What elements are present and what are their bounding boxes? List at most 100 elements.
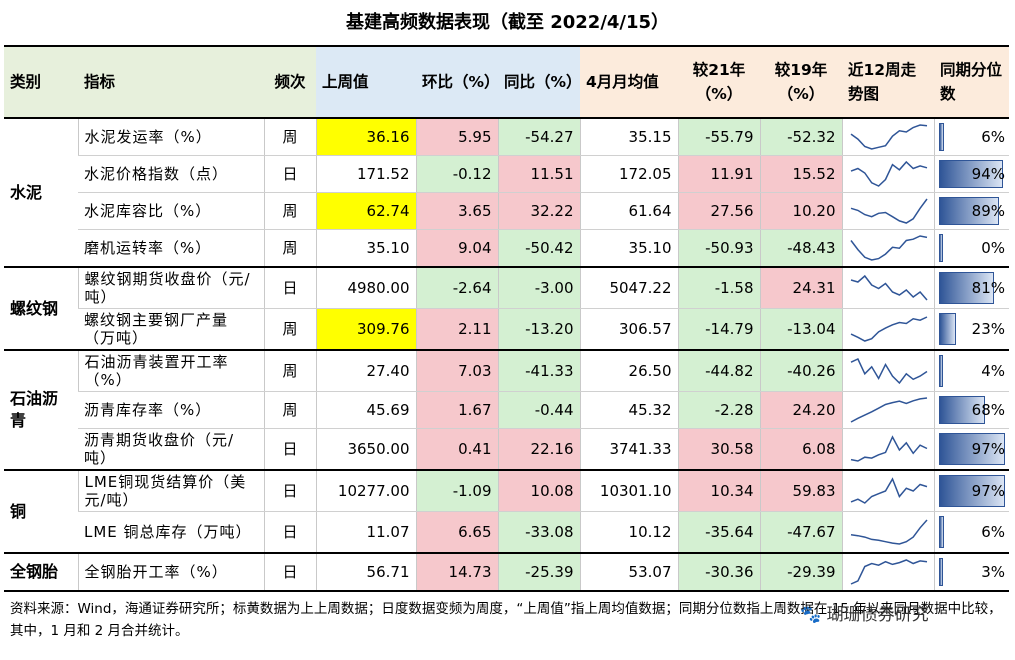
indicator-name: 螺纹钢期货收盘价（元/吨） — [77, 266, 264, 309]
frequency-cell: 周 — [263, 229, 316, 268]
vs19-value: 24.31 — [759, 266, 842, 309]
header-row: 类别 指标 频次 上周值 环比（%） 同比（%） 4月月均值 较21年（%） 较… — [4, 46, 1009, 118]
vs21-value: -30.36 — [677, 552, 760, 592]
percentile-bar — [938, 558, 943, 586]
indicator-name: LME 铜总库存（万吨） — [78, 511, 264, 554]
april-avg-value: 61.64 — [579, 192, 678, 230]
last-week-value: 27.40 — [315, 349, 416, 392]
wow-value: -1.09 — [415, 469, 498, 512]
percentile-bar — [938, 234, 943, 262]
table-row: 水泥 水泥发运率（%）周 36.16 5.95 -54.27 35.15 -55.79 -52… — [4, 117, 1009, 268]
vs21-value: -14.79 — [677, 308, 760, 351]
category-label: 石油沥青 — [4, 349, 78, 471]
header-wow: 环比（%） — [416, 46, 498, 118]
trend-sparkline — [850, 316, 927, 342]
indicator-name: 水泥库容比（%） — [78, 192, 264, 230]
wow-value: 14.73 — [415, 552, 498, 592]
yoy-value: 22.16 — [497, 428, 580, 471]
percentile-bar — [938, 123, 945, 151]
yoy-value: 10.08 — [497, 469, 580, 512]
trend-sparkline — [850, 198, 928, 224]
last-week-value: 45.69 — [315, 391, 416, 429]
table-row: 沥青期货收盘价（元/吨）日 3650.00 0.41 22.16 3741.33 30.5… — [4, 428, 1009, 471]
yoy-value: 32.22 — [497, 192, 580, 230]
april-avg-value: 5047.22 — [579, 266, 678, 309]
wow-value: 0.41 — [415, 428, 498, 471]
percentile-value: 94% — [971, 165, 1005, 183]
last-week-value: 4980.00 — [315, 266, 416, 309]
trend-sparkline — [850, 519, 928, 545]
trend-line — [850, 397, 927, 423]
wow-value: 6.65 — [415, 511, 498, 554]
yoy-value: 11.51 — [497, 155, 580, 193]
april-avg-value: 35.10 — [579, 229, 678, 268]
percentile-cell: 23% — [933, 308, 1009, 351]
vs19-value: -29.39 — [759, 552, 842, 592]
trend-line — [850, 559, 927, 585]
wow-value: 1.67 — [415, 391, 498, 429]
trend-line — [850, 316, 927, 342]
header-category: 类别 — [4, 46, 78, 118]
percentile-cell: 97% — [933, 469, 1009, 512]
frequency-cell: 日 — [263, 428, 316, 471]
trend-sparkline — [850, 274, 928, 301]
percentile-value: 81% — [971, 279, 1005, 297]
table-row: 水泥价格指数（点）日 171.52 -0.12 11.51 172.05 11.91 15.… — [4, 155, 1009, 193]
vs21-value: -2.28 — [677, 391, 760, 429]
indicator-name: 水泥价格指数（点） — [78, 155, 264, 193]
vs21-value: 27.56 — [677, 192, 760, 230]
trend-sparkline — [849, 235, 927, 261]
yoy-value: -41.33 — [497, 349, 580, 392]
percentile-value: 97% — [971, 440, 1005, 458]
table-row: 磨机运转率（%）周 35.10 9.04 -50.42 35.10 -50.93 -48.4… — [4, 229, 1009, 268]
header-indicator: 指标 — [78, 46, 264, 118]
percentile-value: 6% — [981, 128, 1005, 146]
watermark: 🐾 瑚珊债券研究 — [800, 605, 929, 625]
last-week-value: 11.07 — [315, 511, 416, 554]
percentile-value: 0% — [981, 239, 1005, 257]
april-avg-value: 10301.10 — [579, 469, 678, 512]
indicator-name: 沥青库存率（%） — [78, 391, 264, 429]
percentile-bar — [938, 160, 1003, 188]
percentile-value: 23% — [971, 320, 1005, 338]
last-week-value: 62.74 — [315, 192, 416, 230]
percentile-value: 89% — [971, 202, 1005, 220]
vs21-value: -35.64 — [677, 511, 760, 554]
trend-sparkline — [850, 124, 927, 150]
last-week-value: 171.52 — [315, 155, 416, 193]
april-avg-value: 306.57 — [579, 308, 678, 351]
april-avg-value: 26.50 — [579, 349, 678, 392]
wow-value: 3.65 — [415, 192, 498, 230]
vs21-value: -1.58 — [677, 266, 760, 309]
trend-sparkline-cell — [841, 229, 934, 268]
trend-sparkline — [850, 358, 927, 385]
yoy-value: -0.44 — [497, 391, 580, 429]
trend-line — [849, 235, 927, 261]
table-row: 铜 LME铜现货结算价（美元/吨）日 10277.00 -1.09 10.08 10301… — [4, 469, 1009, 554]
frequency-cell: 日 — [263, 469, 316, 512]
vs21-value: -50.93 — [677, 229, 760, 268]
trend-sparkline — [850, 477, 927, 504]
percentile-bar — [938, 396, 986, 424]
frequency-cell: 日 — [263, 511, 316, 554]
percentile-cell: 89% — [933, 192, 1009, 230]
percentile-cell: 6% — [933, 511, 1009, 554]
vs19-value: 15.52 — [759, 155, 842, 193]
april-avg-value: 45.32 — [579, 391, 678, 429]
table-body: 水泥 水泥发运率（%）周 36.16 5.95 -54.27 35.15 -55.79 -52… — [4, 117, 1009, 592]
vs21-value: -44.82 — [677, 349, 760, 392]
percentile-cell: 97% — [933, 428, 1009, 471]
indicator-name: 全钢胎开工率（%） — [77, 552, 264, 592]
april-avg-value: 10.12 — [579, 511, 678, 554]
trend-sparkline — [850, 397, 927, 423]
header-last-week: 上周值 — [316, 46, 416, 118]
trend-line — [850, 519, 928, 545]
percentile-bar — [938, 313, 956, 345]
vs21-value: 10.34 — [677, 469, 760, 512]
yoy-value: -25.39 — [497, 552, 580, 592]
yoy-value: -50.42 — [497, 229, 580, 268]
percentile-bar — [938, 197, 1000, 225]
percentile-value: 68% — [971, 401, 1005, 419]
percentile-value: 4% — [981, 362, 1005, 380]
indicator-name: LME铜现货结算价（美元/吨） — [77, 469, 264, 512]
